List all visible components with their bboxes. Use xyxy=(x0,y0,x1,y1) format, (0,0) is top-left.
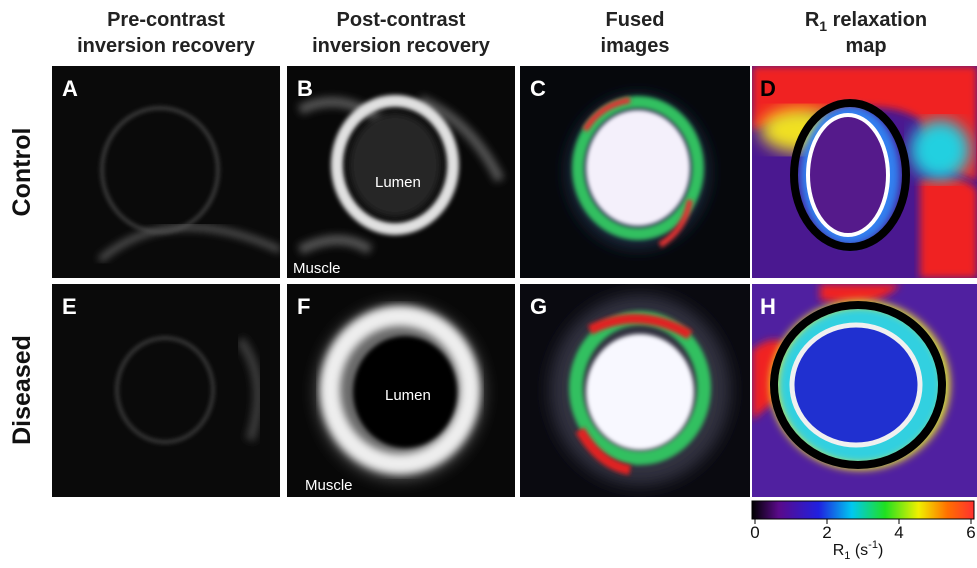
panel-image xyxy=(520,284,750,497)
panel-image xyxy=(52,284,280,497)
panel-image xyxy=(520,66,750,278)
annotation: Muscle xyxy=(293,260,341,277)
panel-letter: A xyxy=(62,76,78,101)
panel-letter: F xyxy=(297,294,310,319)
column-header: map xyxy=(845,35,886,57)
tick-label: 6 xyxy=(966,523,975,542)
column-header: Post-contrast xyxy=(337,9,466,31)
column-header: inversion recovery xyxy=(312,35,491,57)
column-header: images xyxy=(601,35,670,57)
row-label: Control xyxy=(8,128,36,217)
column-header: Pre-contrast xyxy=(107,9,225,31)
label-text: ) xyxy=(878,542,883,559)
panel-image xyxy=(287,66,515,278)
header-text: R xyxy=(805,9,820,31)
row-label: Diseased xyxy=(8,335,36,445)
annotation: Lumen xyxy=(385,387,431,404)
label-text: R xyxy=(833,542,845,559)
column-header: Fused xyxy=(606,9,665,31)
colorbar xyxy=(752,501,974,519)
panel-letter: D xyxy=(760,76,776,101)
panel-image xyxy=(752,284,977,497)
panel-letter: H xyxy=(760,294,776,319)
label-superscript: -1 xyxy=(868,539,878,551)
panel-image xyxy=(752,66,977,278)
tick-label: 0 xyxy=(750,523,759,542)
panel-letter: G xyxy=(530,294,547,319)
figure: Pre-contrast inversion recovery Post-con… xyxy=(0,0,977,563)
column-header: inversion recovery xyxy=(77,35,256,57)
colorbar-label: R1 (s-1) xyxy=(833,539,884,562)
tick-label: 4 xyxy=(894,523,903,542)
colorbar-ticks: 0 2 4 6 xyxy=(750,519,975,542)
annotation: Muscle xyxy=(305,477,353,494)
panel-image xyxy=(52,66,280,278)
annotation: Lumen xyxy=(375,174,421,191)
header-text: relaxation xyxy=(827,9,927,31)
column-header: R1 relaxation xyxy=(805,9,927,34)
panel-letter: E xyxy=(62,294,77,319)
panel-letter: B xyxy=(297,76,313,101)
header-subscript: 1 xyxy=(819,18,827,34)
panel-letter: C xyxy=(530,76,546,101)
tick-label: 2 xyxy=(822,523,831,542)
label-text: (s xyxy=(850,542,868,559)
